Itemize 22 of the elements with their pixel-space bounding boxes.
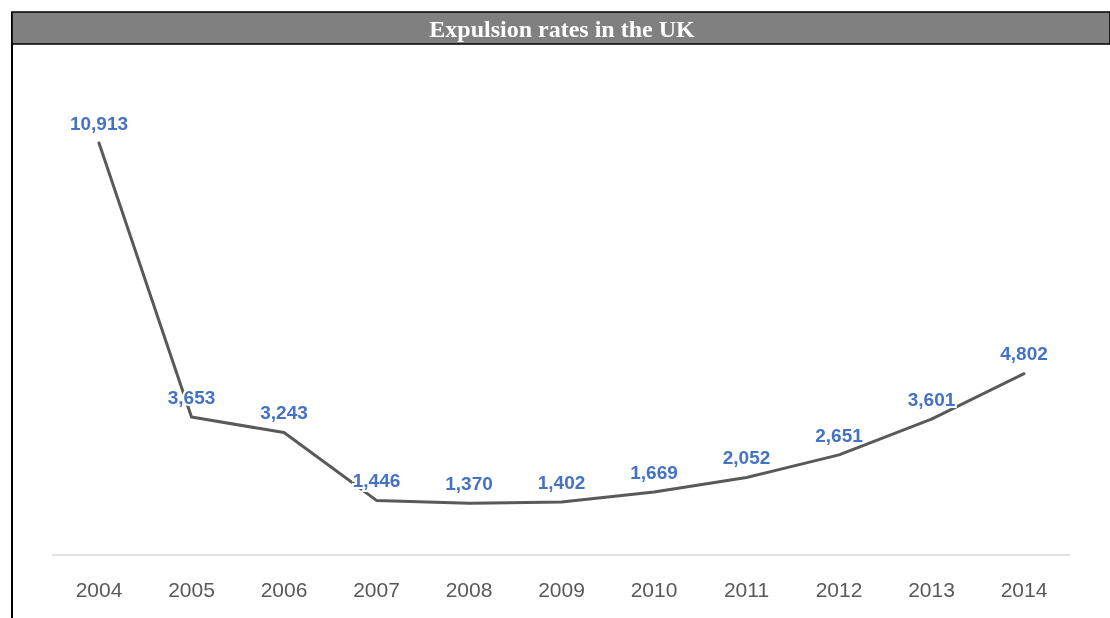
x-tick-label: 2009 xyxy=(538,578,585,602)
x-tick-label: 2014 xyxy=(1000,578,1048,602)
data-label: 4,802 xyxy=(1000,343,1048,365)
x-tick-label: 2005 xyxy=(168,578,215,602)
data-label: 2,651 xyxy=(815,424,864,446)
x-tick-label: 2008 xyxy=(445,578,493,602)
x-tick-label: 2013 xyxy=(908,578,955,602)
x-tick-label: 2004 xyxy=(75,578,123,602)
chart-title: Expulsion rates in the UK xyxy=(429,16,696,43)
data-label: 3,243 xyxy=(260,402,308,424)
data-label: 1,669 xyxy=(630,461,678,483)
data-label: 10,913 xyxy=(69,112,129,134)
x-tick-label: 2012 xyxy=(815,578,863,602)
x-tick-label: 2010 xyxy=(630,578,678,602)
x-tick-label: 2006 xyxy=(260,578,308,602)
data-label: 1,402 xyxy=(537,471,586,493)
data-label: 2,052 xyxy=(722,447,771,469)
data-label: 3,601 xyxy=(907,388,956,410)
x-tick-label: 2007 xyxy=(353,578,400,602)
data-label: 1,370 xyxy=(445,472,493,494)
data-label: 1,446 xyxy=(352,470,401,492)
x-tick-label: 2011 xyxy=(723,578,770,602)
